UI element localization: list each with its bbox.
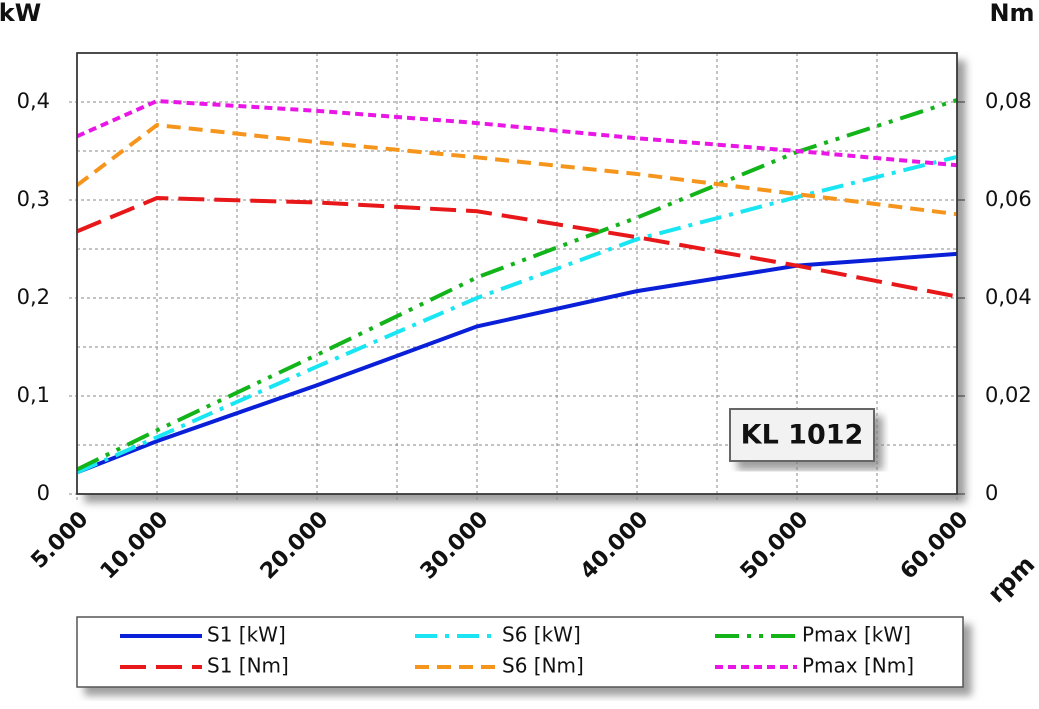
x-tick-label: 40.000 bbox=[576, 507, 654, 585]
x-tick-label: 30.000 bbox=[416, 507, 494, 585]
y2-axis-label: Nm bbox=[989, 0, 1034, 27]
y2-tick-label: 0,08 bbox=[985, 89, 1032, 113]
x-axis-label: rpm bbox=[982, 550, 1039, 608]
series-line bbox=[76, 196, 958, 299]
x-tick-label: 50.000 bbox=[736, 507, 814, 585]
y2-tick-label: 0 bbox=[985, 481, 998, 505]
y2-tick-label: 0,04 bbox=[985, 285, 1032, 309]
lines bbox=[75, 98, 958, 475]
plot-border bbox=[76, 52, 958, 495]
y-tick-label: 0 bbox=[37, 481, 50, 505]
legend-label: S1 [Nm] bbox=[207, 654, 289, 678]
legend-items: S1 [kW] S6 [kW] Pmax [kW] S1 [Nm] S6 [Nm] Pma… bbox=[120, 623, 914, 678]
legend-label: Pmax [Nm] bbox=[802, 654, 914, 678]
legend-label: S1 [kW] bbox=[207, 623, 286, 647]
series-line bbox=[75, 122, 958, 217]
annotation: KL 1012 bbox=[741, 420, 864, 451]
x-tick-label: 60.000 bbox=[896, 507, 974, 585]
y-tick-label: 0,1 bbox=[17, 383, 50, 407]
x-tick-label: 10.000 bbox=[96, 507, 174, 585]
series-line bbox=[76, 154, 958, 475]
series-line bbox=[76, 98, 958, 168]
legend-label: S6 [kW] bbox=[502, 623, 581, 647]
y2-tick-label: 0,06 bbox=[985, 187, 1032, 211]
y2-tick-label: 0,02 bbox=[985, 383, 1032, 407]
y-tick-label: 0,2 bbox=[17, 285, 50, 309]
legend bbox=[76, 616, 964, 688]
x-tick-label: 5.000 bbox=[27, 507, 94, 574]
legend-label: Pmax [kW] bbox=[802, 623, 911, 647]
y-tick-label: 0,4 bbox=[17, 89, 50, 113]
annotation-box bbox=[729, 408, 875, 462]
legend-label: S6 [Nm] bbox=[502, 654, 584, 678]
x-tick-label: 20.000 bbox=[256, 507, 334, 585]
y-axis-label: kW bbox=[0, 0, 41, 27]
y-tick-label: 0,3 bbox=[17, 187, 50, 211]
